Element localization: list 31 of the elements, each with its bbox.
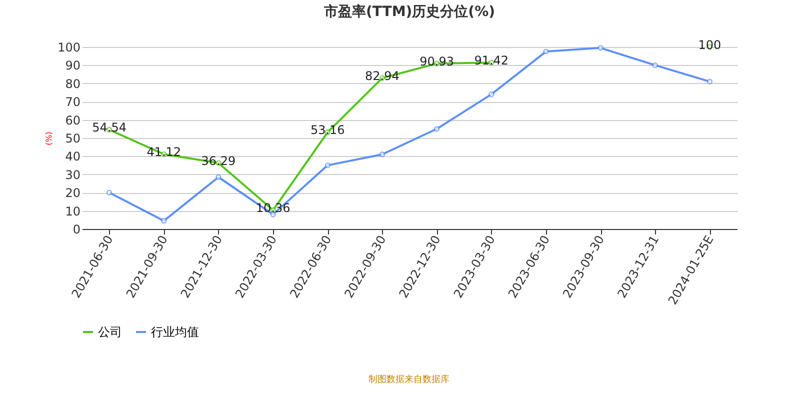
y-tick-label: 80 [65,76,80,91]
y-tick-label: 100 [58,40,80,54]
point [324,162,330,168]
point [598,45,604,51]
text: 制图数据来自数据库 [368,374,450,385]
point [652,62,658,68]
chart-title: 市盈率(TTM)历史分位(%) [323,3,495,20]
y-tick-label: 60 [65,113,80,128]
legend-label: 行业均值 [151,325,199,339]
data-label: 36.29 [201,154,236,168]
y-tick-label: 50 [65,132,80,146]
y-tick-label: 70 [65,95,80,110]
point [488,91,494,98]
point [434,126,440,132]
point [106,190,112,196]
data-label: 54.54 [92,120,126,135]
y-axis-title: (%) [44,132,54,146]
y-tick-label: 10 [65,204,80,218]
point [706,78,713,84]
data-label: 100 [698,38,722,52]
y-tick-label: 0 [72,222,80,236]
point [379,152,386,158]
point [543,48,549,54]
data-label: 91.42 [474,54,509,68]
point [216,174,222,180]
y-tick-label: 40 [65,150,80,164]
y-tick-label: 30 [65,168,80,182]
y-tick-label: 20 [65,186,80,200]
y-tick-label: 90 [65,58,80,73]
point [161,218,167,224]
legend-label: 公司 [98,325,122,339]
